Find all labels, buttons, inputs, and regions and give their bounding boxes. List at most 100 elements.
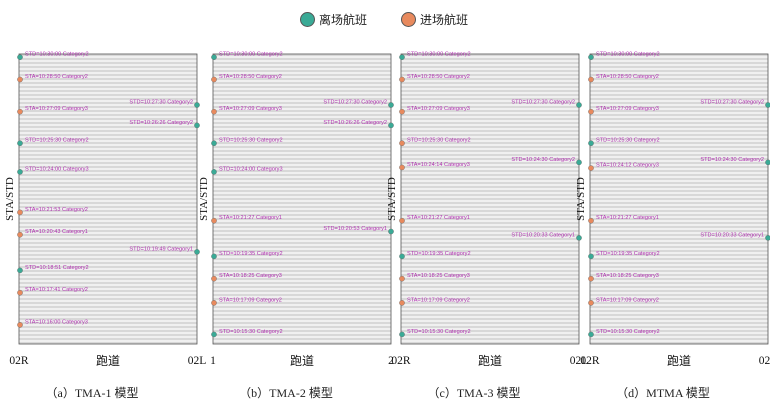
flight-annotation: STD=10:15:30 Category2 bbox=[407, 329, 471, 335]
grid-lines bbox=[19, 56, 197, 342]
arrival-point bbox=[399, 217, 405, 224]
arrival-point bbox=[588, 76, 594, 83]
flight-annotation: STA=10:24:12 Category3 bbox=[596, 163, 659, 169]
caption-tma1: （a）TMA-1 模型 bbox=[45, 386, 139, 400]
arrival-point bbox=[399, 76, 405, 83]
chart-panel-tma1: STA/STD 02R 02L 跑道 STD=10:30:00 Category2 STA… bbox=[2, 40, 206, 402]
departure-point bbox=[576, 102, 582, 108]
departure-point bbox=[765, 235, 770, 241]
plot-area bbox=[19, 54, 197, 344]
departure-point bbox=[211, 169, 217, 175]
departure-point bbox=[588, 140, 594, 147]
arrival-point bbox=[399, 140, 405, 147]
x-tick-label: 02L bbox=[570, 355, 589, 367]
flight-annotation: STD=10:15:30 Category2 bbox=[596, 329, 660, 335]
flight-annotation: STA=10:28:50 Category2 bbox=[25, 74, 88, 80]
plot-area bbox=[590, 54, 768, 344]
flight-annotation: STD=10:20:53 Category1 bbox=[323, 226, 387, 232]
flight-annotation: STD=10:30:00 Category2 bbox=[596, 52, 660, 58]
plot-frame bbox=[212, 53, 392, 345]
departure-point bbox=[399, 253, 405, 260]
departure-point bbox=[588, 331, 594, 338]
departure-point bbox=[588, 54, 594, 60]
departure-point bbox=[399, 331, 405, 338]
flight-annotation: STA=10:21:27 Category1 bbox=[219, 215, 282, 221]
flight-annotation: STA=10:20:43 Category1 bbox=[25, 229, 88, 235]
chart-svg-mtma: STA/STD 02R 02L 跑道 STD=10:30:00 Category2 STA… bbox=[575, 52, 770, 368]
x-axis-label: 跑道 bbox=[478, 354, 502, 368]
departure-point bbox=[588, 253, 594, 260]
flight-annotation: STD=10:19:35 Category2 bbox=[407, 251, 471, 257]
chart-legend: 离场航班 进场航班 bbox=[300, 8, 468, 30]
flight-annotation: STA=10:21:27 Category1 bbox=[407, 215, 470, 221]
flight-annotation: STD=10:26:26 Category2 bbox=[129, 120, 193, 126]
flight-annotation: STA=10:21:53 Category2 bbox=[25, 207, 88, 213]
arrival-point bbox=[211, 300, 217, 306]
departure-point bbox=[388, 102, 394, 108]
flight-annotation: STD=10:30:00 Category2 bbox=[219, 52, 283, 58]
flight-annotation: STA=10:21:27 Category1 bbox=[596, 215, 659, 221]
flight-annotation: STA=10:18:25 Category3 bbox=[596, 273, 659, 279]
arrival-dot-icon bbox=[401, 11, 417, 27]
plot-frame bbox=[18, 53, 198, 345]
flight-annotation: STA=10:18:25 Category3 bbox=[407, 273, 470, 279]
y-axis-label: STA/STD bbox=[575, 177, 587, 221]
departure-point bbox=[765, 159, 770, 166]
departure-point bbox=[17, 140, 23, 147]
legend-item-arrival: 进场航班 bbox=[401, 11, 468, 28]
flight-annotation: STA=10:17:41 Category2 bbox=[25, 287, 88, 293]
flight-annotation: STD=10:30:00 Category2 bbox=[407, 52, 471, 58]
y-axis-label: STA/STD bbox=[386, 177, 398, 221]
arrival-point bbox=[588, 275, 594, 282]
caption-tma3: （c）TMA-3 模型 bbox=[427, 386, 521, 400]
arrival-point bbox=[588, 217, 594, 224]
arrival-point bbox=[399, 300, 405, 306]
flight-annotation: STD=10:20:33 Category1 bbox=[511, 232, 575, 238]
x-axis-label: 跑道 bbox=[667, 354, 691, 368]
x-tick-label: 02L bbox=[188, 355, 207, 367]
arrival-point bbox=[399, 164, 405, 171]
flight-annotation: STD=10:27:30 Category2 bbox=[323, 99, 387, 105]
flight-annotation: STD=10:27:30 Category2 bbox=[511, 99, 575, 105]
flight-annotation: STA=10:27:09 Category3 bbox=[596, 106, 659, 112]
flight-annotation: STA=10:27:09 Category3 bbox=[219, 106, 282, 112]
flight-annotation: STD=10:20:33 Category1 bbox=[700, 232, 764, 238]
flight-annotation: STA=10:27:09 Category3 bbox=[407, 106, 470, 112]
chart-svg-tma1: STA/STD 02R 02L 跑道 STD=10:30:00 Category2 STA… bbox=[4, 52, 206, 368]
arrival-point bbox=[17, 231, 23, 238]
arrival-point bbox=[17, 76, 23, 83]
x-tick-label: 2 bbox=[388, 355, 394, 367]
arrival-point bbox=[17, 322, 23, 328]
flight-annotation: STA=10:27:09 Category3 bbox=[25, 106, 88, 112]
x-tick-label: 02R bbox=[391, 355, 411, 367]
flight-annotation: STA=10:17:09 Category2 bbox=[407, 297, 470, 303]
flight-annotation: STD=10:24:00 Category3 bbox=[25, 166, 89, 172]
departure-dot-icon bbox=[300, 11, 315, 27]
flight-annotation: STD=10:27:30 Category2 bbox=[129, 99, 193, 105]
chart-panel-tma2: STA/STD 1 2 跑道 STD=10:30:00 Category2 STA=10:… bbox=[196, 40, 394, 402]
flight-annotation: STD=10:25:30 Category2 bbox=[596, 138, 660, 144]
arrival-point bbox=[211, 108, 217, 115]
flight-annotation: STD=10:26:26 Category2 bbox=[323, 120, 387, 126]
departure-point bbox=[211, 331, 217, 338]
x-tick-label: 02R bbox=[9, 355, 29, 367]
flight-annotation: STD=10:25:30 Category2 bbox=[407, 138, 471, 144]
flight-annotation: STD=10:25:30 Category2 bbox=[219, 138, 283, 144]
legend-item-departure: 离场航班 bbox=[300, 11, 367, 28]
flight-annotation: STD=10:19:49 Category1 bbox=[129, 246, 193, 252]
y-axis-label: STA/STD bbox=[198, 177, 210, 221]
x-axis-label: 跑道 bbox=[290, 354, 314, 368]
departure-point bbox=[211, 54, 217, 60]
departure-point bbox=[576, 235, 582, 241]
plot-area bbox=[401, 54, 579, 344]
arrival-point bbox=[17, 289, 23, 296]
departure-point bbox=[17, 267, 23, 274]
flight-annotation: STA=10:28:50 Category2 bbox=[219, 74, 282, 80]
flight-annotation: STA=10:17:09 Category2 bbox=[596, 297, 659, 303]
arrival-point bbox=[17, 209, 23, 216]
flight-annotation: STA=10:28:50 Category2 bbox=[596, 74, 659, 80]
flight-annotation: STA=10:18:25 Category3 bbox=[219, 273, 282, 279]
departure-point bbox=[388, 122, 394, 129]
caption-tma2: （b）TMA-2 模型 bbox=[239, 386, 333, 400]
